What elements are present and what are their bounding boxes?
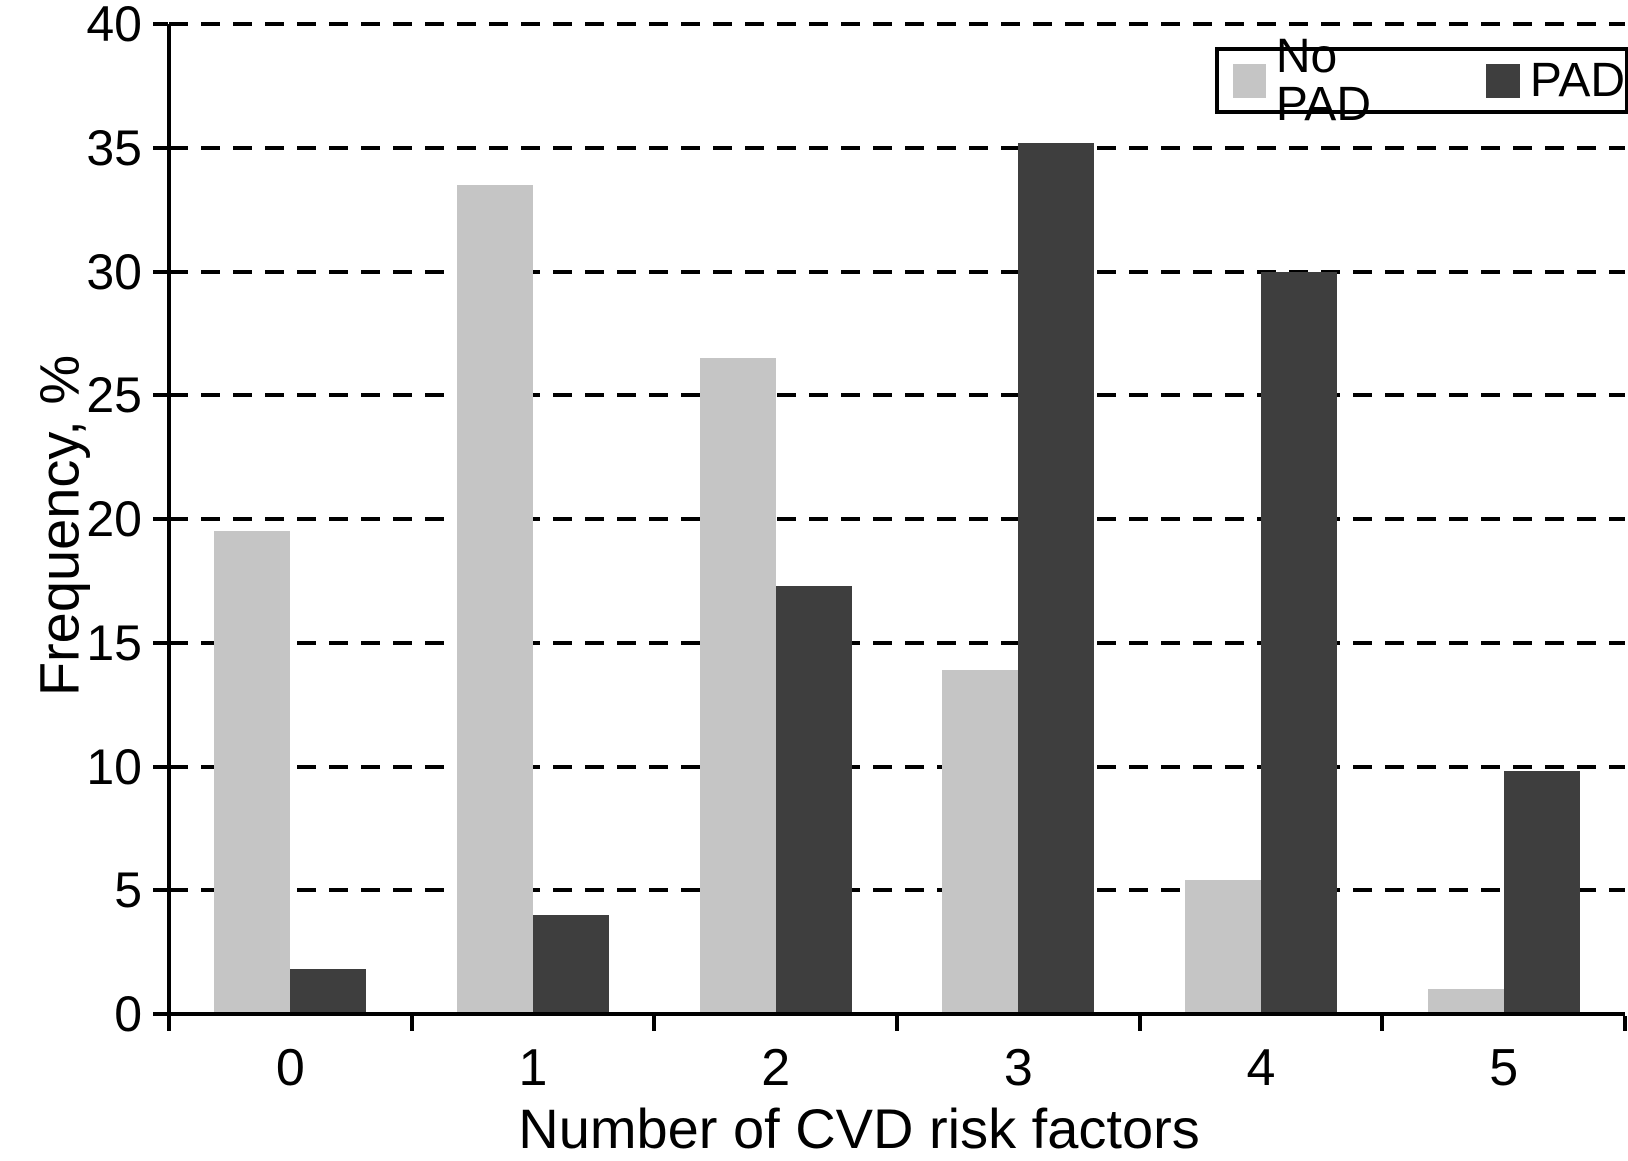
bar-pad-0: [290, 969, 367, 1014]
bar-no-pad-3: [942, 669, 1019, 1014]
y-tick-label: 30: [86, 243, 142, 300]
bar-pad-4: [1261, 271, 1337, 1014]
pad-swatch-icon: [1485, 63, 1520, 98]
y-tick-5: [153, 888, 168, 893]
y-tick-10: [153, 764, 168, 769]
legend-entry-pad: PAD: [1485, 53, 1625, 107]
x-tick: [1380, 1016, 1385, 1031]
y-tick-0: [153, 1012, 168, 1016]
y-tick-label: 40: [86, 0, 142, 52]
y-tick-label: 5: [114, 862, 142, 919]
x-tick: [1623, 1016, 1627, 1031]
y-tick-label: 15: [86, 614, 142, 671]
y-axis-title: Frequency, %: [27, 354, 91, 697]
bar-pad-1: [533, 915, 609, 1014]
bar-pad-3: [1018, 142, 1095, 1014]
y-tick-label: 25: [86, 367, 142, 424]
y-tick-label: 35: [86, 119, 142, 176]
y-tick-25: [153, 393, 168, 398]
x-axis-title: Number of CVD risk factors: [518, 1097, 1200, 1160]
legend-label-pad: PAD: [1529, 53, 1625, 107]
bar-no-pad-1: [457, 184, 533, 1014]
legend-label-no-pad: No PAD: [1275, 29, 1371, 131]
x-tick: [167, 1016, 171, 1031]
y-tick-label: 0: [114, 986, 142, 1042]
y-tick-20: [153, 517, 168, 521]
gridline-30: [169, 269, 1625, 274]
x-tick: [895, 1016, 899, 1031]
bar-no-pad-5: [1427, 989, 1504, 1014]
x-tick: [1137, 1016, 1142, 1031]
y-tick-label: 20: [86, 491, 142, 547]
y-tick-label: 10: [86, 738, 142, 795]
y-tick-15: [153, 640, 168, 645]
legend-entry-no-pad: No PAD: [1233, 29, 1440, 131]
x-tick: [409, 1016, 414, 1031]
gridline-15: [169, 640, 1625, 645]
gridline-40: [169, 22, 1625, 26]
x-tick-label: 1: [518, 1039, 548, 1097]
bar-no-pad-0: [214, 531, 291, 1014]
x-tick: [652, 1016, 657, 1031]
gridline-10: [169, 764, 1625, 769]
y-tick-40: [153, 22, 168, 26]
x-tick-label: 3: [1003, 1039, 1033, 1097]
gridline-20: [169, 517, 1625, 521]
gridline-25: [169, 393, 1625, 398]
gridline-5: [169, 888, 1625, 893]
bar-pad-2: [775, 585, 852, 1014]
x-axis-line: [167, 1012, 1625, 1016]
gridline-35: [169, 145, 1625, 150]
x-tick-label: 4: [1246, 1039, 1276, 1097]
bar-no-pad-2: [699, 358, 776, 1014]
x-tick-label: 5: [1489, 1039, 1519, 1097]
y-tick-30: [153, 269, 168, 274]
x-tick-label: 0: [275, 1039, 305, 1097]
legend: No PAD PAD: [1215, 32, 1628, 128]
x-tick-label: 2: [761, 1039, 791, 1097]
bar-no-pad-4: [1185, 880, 1261, 1014]
bar-pad-5: [1503, 771, 1580, 1014]
y-axis-line: [167, 24, 171, 1016]
no-pad-swatch-icon: [1233, 63, 1266, 98]
y-tick-35: [153, 145, 168, 150]
